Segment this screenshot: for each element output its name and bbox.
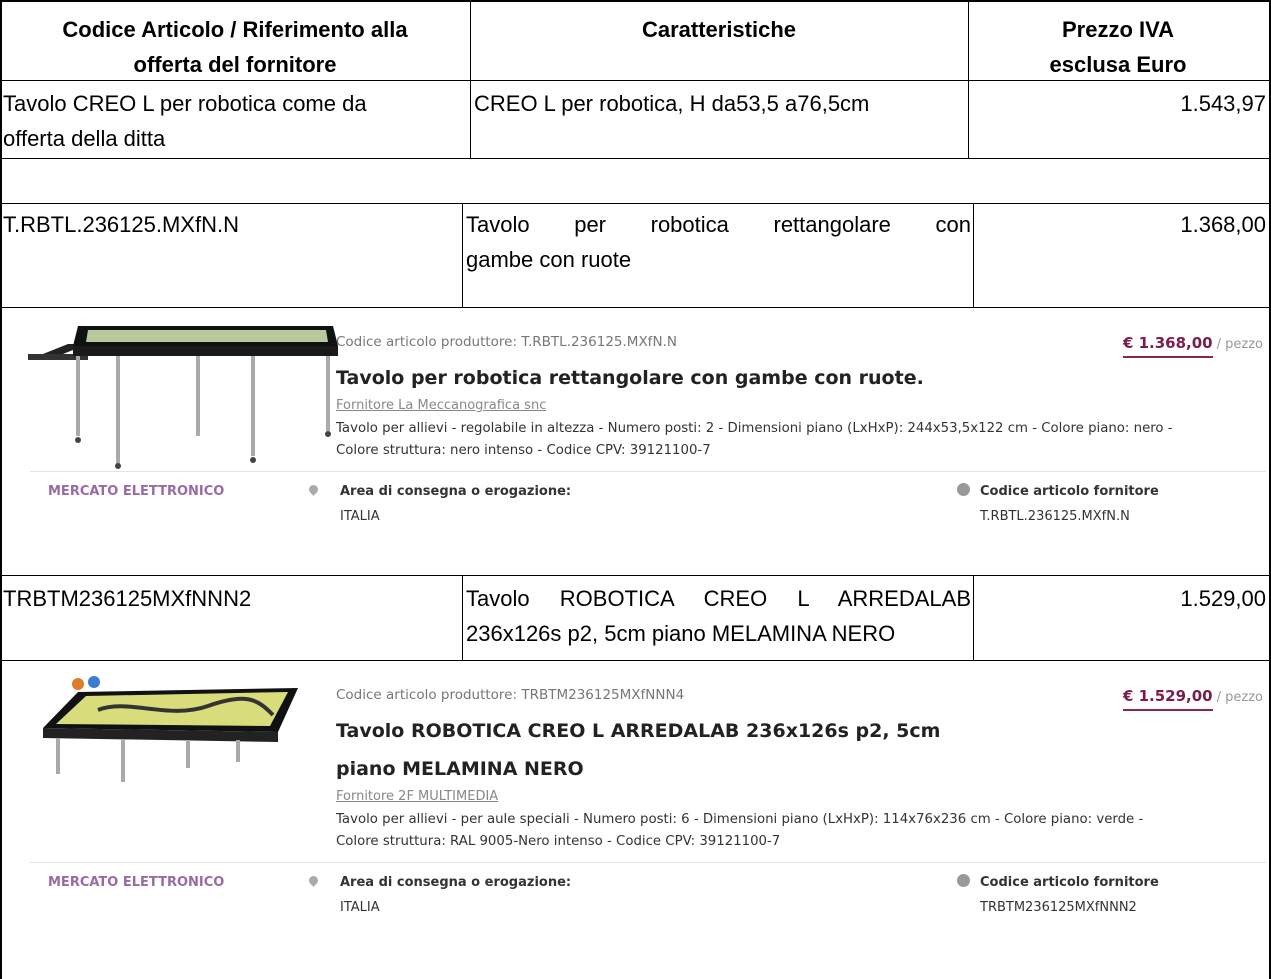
producer-code: Codice articolo produttore: T.RBTL.23612… xyxy=(336,334,677,350)
text-line: offerta del fornitore xyxy=(133,52,337,77)
price-box: € 1.368,00/ pezzo xyxy=(1122,333,1263,358)
price-box: € 1.529,00/ pezzo xyxy=(1122,686,1263,711)
text-line: esclusa Euro xyxy=(1049,52,1187,77)
delivery-area: ITALIA xyxy=(340,509,380,524)
producer-code: Codice articolo produttore: TRBTM236125M… xyxy=(336,687,685,703)
table-cell: Tavolo ROBOTICA CREO L ARREDALAB 236x126s… xyxy=(466,581,971,651)
table-cell: 1.529,00 xyxy=(976,581,1266,616)
text-line: Tavolo per robotica rettangolare con xyxy=(466,212,971,237)
border xyxy=(462,575,463,660)
border xyxy=(0,203,1271,204)
pin-icon xyxy=(307,874,320,887)
title-line: Tavolo ROBOTICA CREO L ARREDALAB 236x126… xyxy=(336,720,941,742)
table-cell: CREO L per robotica, H da53,5 a76,5cm xyxy=(474,86,966,121)
supplier-code: TRBTM236125MXfNNN2 xyxy=(980,900,1137,915)
text-line: 1.529,00 xyxy=(1180,586,1266,611)
header-cell: Codice Articolo / Riferimento alla offert… xyxy=(0,12,470,82)
border xyxy=(462,203,463,307)
pin-icon xyxy=(307,483,320,496)
text-line: 1.368,00 xyxy=(1180,212,1266,237)
description-line: Tavolo per allievi - regolabile in altez… xyxy=(336,421,1173,436)
border xyxy=(0,158,1271,159)
title-line: Tavolo per robotica rettangolare con gam… xyxy=(336,367,924,389)
table-cell: T.RBTL.236125.MXfN.N xyxy=(3,207,458,242)
border xyxy=(968,0,969,158)
text-line: Caratteristiche xyxy=(641,17,797,42)
table-cell: 1.368,00 xyxy=(976,207,1266,242)
divider xyxy=(30,471,1266,472)
description-line: Colore struttura: RAL 9005-Nero intenso … xyxy=(336,834,781,849)
text-line: Tavolo ROBOTICA CREO L ARREDALAB xyxy=(466,586,971,611)
unit: / pezzo xyxy=(1216,690,1263,705)
header-cell: Caratteristiche xyxy=(470,12,968,47)
border xyxy=(0,575,1271,576)
text-line: T.RBTL.236125.MXfN.N xyxy=(3,212,239,237)
product-image xyxy=(28,326,338,469)
border xyxy=(0,0,1271,2)
delivery-area: ITALIA xyxy=(340,900,380,915)
description-line: Tavolo per allievi - per aule speciali -… xyxy=(336,812,1144,827)
product-title: Tavolo ROBOTICA CREO L ARREDALAB 236x126… xyxy=(336,712,940,788)
text-line: 236x126s p2, 5cm piano MELAMINA NERO xyxy=(466,621,896,646)
info-icon xyxy=(957,874,970,887)
description-line: Colore struttura: nero intenso - Codice … xyxy=(336,443,711,458)
product-title: Tavolo per robotica rettangolare con gam… xyxy=(336,359,924,397)
table-cell: 1.543,97 xyxy=(970,86,1266,121)
supplier-code-label: Codice articolo fornitore xyxy=(980,484,1159,499)
supplier-code: T.RBTL.236125.MXfN.N xyxy=(980,509,1130,524)
table-cell: Tavolo per robotica rettangolare con gamb… xyxy=(466,207,971,277)
unit: / pezzo xyxy=(1216,337,1263,352)
supplier-link[interactable]: Fornitore 2F MULTIMEDIA xyxy=(336,789,499,804)
marketplace: MERCATO ELETTRONICO xyxy=(48,875,225,890)
product-card: Codice articolo produttore: TRBTM236125M… xyxy=(0,661,1271,979)
price: € 1.529,00 xyxy=(1122,687,1213,711)
delivery-label: Area di consegna o erogazione: xyxy=(340,484,572,499)
text-line: TRBTM236125MXfNNN2 xyxy=(3,586,252,611)
text-line: Tavolo CREO L per robotica come da xyxy=(3,91,367,116)
description: Tavolo per allievi - per aule speciali -… xyxy=(336,809,1143,853)
border xyxy=(973,203,974,307)
text-line: Codice Articolo / Riferimento alla xyxy=(62,17,408,42)
text-line: CREO L per robotica, H da53,5 a76,5cm xyxy=(474,91,870,116)
delivery-label: Area di consegna o erogazione: xyxy=(340,875,572,890)
border xyxy=(973,575,974,660)
text-line: offerta della ditta xyxy=(3,126,166,151)
description: Tavolo per allievi - regolabile in altez… xyxy=(336,418,1173,462)
divider xyxy=(30,862,1266,863)
border xyxy=(0,660,1271,661)
title-line: piano MELAMINA NERO xyxy=(336,758,584,780)
table-cell: TRBTM236125MXfNNN2 xyxy=(3,581,458,616)
supplier-link[interactable]: Fornitore La Meccanografica snc xyxy=(336,398,547,413)
product-card: Codice articolo produttore: T.RBTL.23612… xyxy=(0,308,1271,574)
table-cell: Tavolo CREO L per robotica come da offert… xyxy=(3,86,468,156)
info-icon xyxy=(957,483,970,496)
border xyxy=(470,0,471,158)
border xyxy=(0,0,2,979)
product-image xyxy=(43,676,298,782)
border xyxy=(0,307,1271,308)
supplier-code-label: Codice articolo fornitore xyxy=(980,875,1159,890)
text-line: Prezzo IVA xyxy=(1061,17,1175,42)
text-line: gambe con ruote xyxy=(466,247,632,272)
border xyxy=(1269,0,1271,979)
marketplace: MERCATO ELETTRONICO xyxy=(48,484,225,499)
border xyxy=(0,80,1271,81)
text-line: 1.543,97 xyxy=(1180,91,1266,116)
header-cell: Prezzo IVA esclusa Euro xyxy=(968,12,1268,82)
price: € 1.368,00 xyxy=(1122,334,1213,358)
